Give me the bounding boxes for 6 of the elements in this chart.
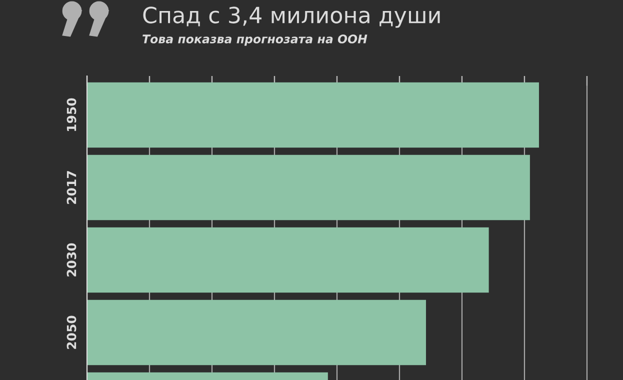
y-tick-label: 1950 xyxy=(66,98,76,131)
chart-title: Спад с 3,4 милиона души xyxy=(143,6,440,28)
y-tick-label: 2017 xyxy=(66,171,76,204)
y-tick-label: 2030 xyxy=(66,243,76,276)
chart-subtitle: Това показва прогнозата на ООН xyxy=(142,34,368,46)
y-tick-label: 2050 xyxy=(66,316,76,349)
